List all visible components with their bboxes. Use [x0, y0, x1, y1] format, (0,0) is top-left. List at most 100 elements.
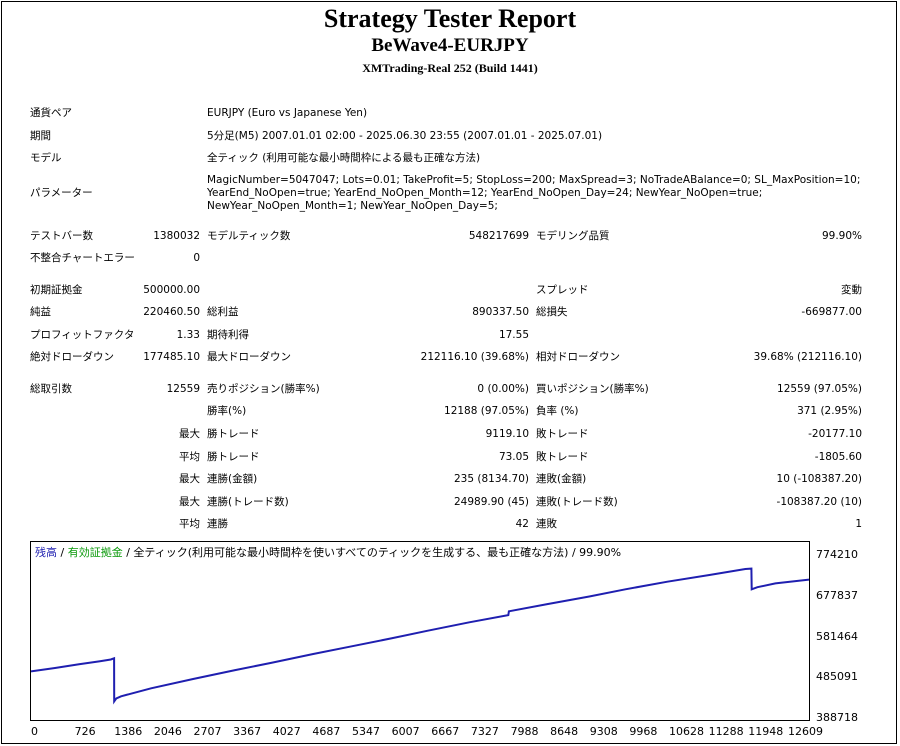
x-tick-label: 7327	[470, 725, 499, 738]
max-label: 最大	[179, 496, 200, 508]
y-tick-label: 581464	[816, 629, 858, 643]
x-tick-label: 1386	[114, 725, 143, 738]
report-title: Strategy Tester Report	[323, 4, 577, 33]
avg-label: 平均	[179, 451, 200, 463]
y-tick-label: 774210	[816, 548, 858, 561]
long-positions-value: 12559 (97.05%)	[777, 383, 862, 395]
x-tick-label: 4687	[312, 725, 341, 738]
abs-drawdown-label: 絶対ドローダウン	[30, 351, 114, 363]
ticks-label: モデルティック数	[207, 230, 291, 242]
abs-drawdown-value: 177485.10	[143, 351, 200, 363]
cons-loss-money-label: 連敗(金額)	[536, 473, 587, 485]
legend-separator: /	[122, 546, 134, 559]
max-loss-label: 敗トレード	[536, 428, 589, 440]
avg-win-label: 勝トレード	[207, 451, 260, 463]
bars-value: 1380032	[153, 230, 200, 242]
x-tick-label: 5347	[352, 725, 380, 738]
total-trades-label: 総取引数	[30, 383, 72, 395]
rel-drawdown-value: 39.68% (212116.10)	[753, 351, 862, 363]
model-value: 全ティック (利用可能な最小時間枠による最も正確な方法)	[207, 152, 481, 164]
win-rate-value: 12188 (97.05%)	[444, 405, 529, 417]
quality-value: 99.90%	[821, 230, 862, 242]
max-win-label: 勝トレード	[207, 428, 260, 440]
gross-profit-value: 890337.50	[472, 306, 529, 318]
balance-line	[31, 567, 809, 705]
avg-cons-win-value: 42	[515, 518, 529, 530]
avg-cons-win-label: 連勝	[207, 518, 228, 530]
max-drawdown-value: 212116.10 (39.68%)	[420, 351, 529, 363]
x-tick-label: 0	[31, 725, 38, 738]
legend-equity: 有効証拠金	[67, 546, 123, 559]
short-positions-value: 0 (0.00%)	[477, 383, 529, 395]
x-tick-label: 4027	[272, 725, 301, 738]
report-subtitle: BeWave4-EURJPY	[371, 35, 529, 56]
x-tick-label: 3367	[233, 725, 262, 738]
cons-loss-count-label: 連敗(トレード数)	[536, 496, 618, 508]
gross-loss-label: 総損失	[536, 306, 568, 318]
deposit-label: 初期証拠金	[30, 284, 83, 296]
legend-model-quality: 全ティック(利用可能な最小時間枠を使いすべてのティックを生成する、最も正確な方法…	[133, 546, 622, 559]
x-tick-label: 11948	[748, 725, 784, 738]
max-label: 最大	[179, 428, 200, 440]
cons-win-money-value: 235 (8134.70)	[454, 473, 529, 485]
net-profit-label: 純益	[30, 306, 51, 318]
cons-loss-count-value: -108387.20 (10)	[776, 496, 862, 508]
x-tick-label: 11288	[708, 725, 744, 738]
quality-label: モデリング品質	[536, 230, 610, 242]
total-trades-value: 12559	[166, 383, 200, 395]
avg-label: 平均	[179, 518, 200, 530]
max-label: 最大	[179, 473, 200, 485]
avg-cons-loss-value: 1	[855, 518, 862, 530]
short-positions-label: 売りポジション(勝率%)	[207, 383, 320, 395]
avg-win-value: 73.05	[498, 451, 529, 463]
profit-factor-value: 1.33	[176, 329, 200, 341]
expected-payoff-label: 期待利得	[207, 329, 249, 341]
balance-chart: 残高 / 有効証拠金 / 全ティック(利用可能な最小時間枠を使いすべてのティック…	[30, 541, 810, 721]
x-tick-label: 12609	[787, 725, 823, 738]
long-positions-label: 買いポジション(勝率%)	[536, 383, 649, 395]
profit-factor-label: プロフィットファクタ	[30, 329, 135, 341]
params-line: NewYear_NoOpen_Month=1; NewYear_NoOpen_D…	[207, 200, 498, 212]
period-value: 5分足(M5) 2007.01.01 02:00 - 2025.06.30 23…	[207, 130, 603, 142]
avg-loss-label: 敗トレード	[536, 451, 589, 463]
x-tick-label: 7988	[510, 725, 539, 738]
params-value: MagicNumber=5047047; Lots=0.01; TakeProf…	[207, 174, 861, 213]
net-profit-value: 220460.50	[143, 306, 200, 318]
max-loss-value: -20177.10	[808, 428, 862, 440]
server-build: XMTrading-Real 252 (Build 1441)	[362, 61, 538, 75]
spread-value: 変動	[841, 284, 862, 296]
x-tick-label: 9968	[629, 725, 658, 738]
model-label: モデル	[30, 152, 62, 164]
x-tick-label: 8648	[550, 725, 579, 738]
period-label: 期間	[30, 130, 51, 142]
x-tick-label: 10628	[669, 725, 705, 738]
balance-chart-plot	[31, 567, 809, 705]
rel-drawdown-label: 相対ドローダウン	[536, 351, 620, 363]
deposit-value: 500000.00	[143, 284, 200, 296]
cons-win-count-value: 24989.90 (45)	[454, 496, 529, 508]
x-tick-label: 2046	[153, 725, 182, 738]
expected-payoff-value: 17.55	[498, 329, 529, 341]
mismatch-label: 不整合チャートエラー	[30, 252, 135, 264]
ticks-value: 548217699	[468, 230, 529, 242]
pair-value: EURJPY (Euro vs Japanese Yen)	[207, 107, 368, 119]
chart-legend: 残高 / 有効証拠金 / 全ティック(利用可能な最小時間枠を使いすべてのティック…	[35, 544, 624, 560]
params-line: MagicNumber=5047047; Lots=0.01; TakeProf…	[207, 174, 861, 186]
gross-loss-value: -669877.00	[801, 306, 862, 318]
params-label: パラメーター	[30, 187, 93, 199]
max-drawdown-label: 最大ドローダウン	[207, 351, 291, 363]
spread-label: スプレッド	[536, 284, 589, 296]
loss-rate-value: 371 (2.95%)	[797, 405, 862, 417]
x-tick-label: 2707	[193, 725, 222, 738]
avg-loss-value: -1805.60	[814, 451, 862, 463]
y-tick-label: 388718	[816, 711, 858, 724]
win-rate-label: 勝率(%)	[207, 405, 247, 417]
y-tick-label: 677837	[816, 588, 858, 602]
y-tick-label: 485091	[816, 670, 858, 684]
legend-balance: 残高	[35, 546, 57, 559]
legend-separator: /	[57, 546, 68, 559]
x-tick-label: 6667	[431, 725, 460, 738]
cons-loss-money-value: 10 (-108387.20)	[776, 473, 862, 485]
mismatch-value: 0	[193, 252, 200, 264]
